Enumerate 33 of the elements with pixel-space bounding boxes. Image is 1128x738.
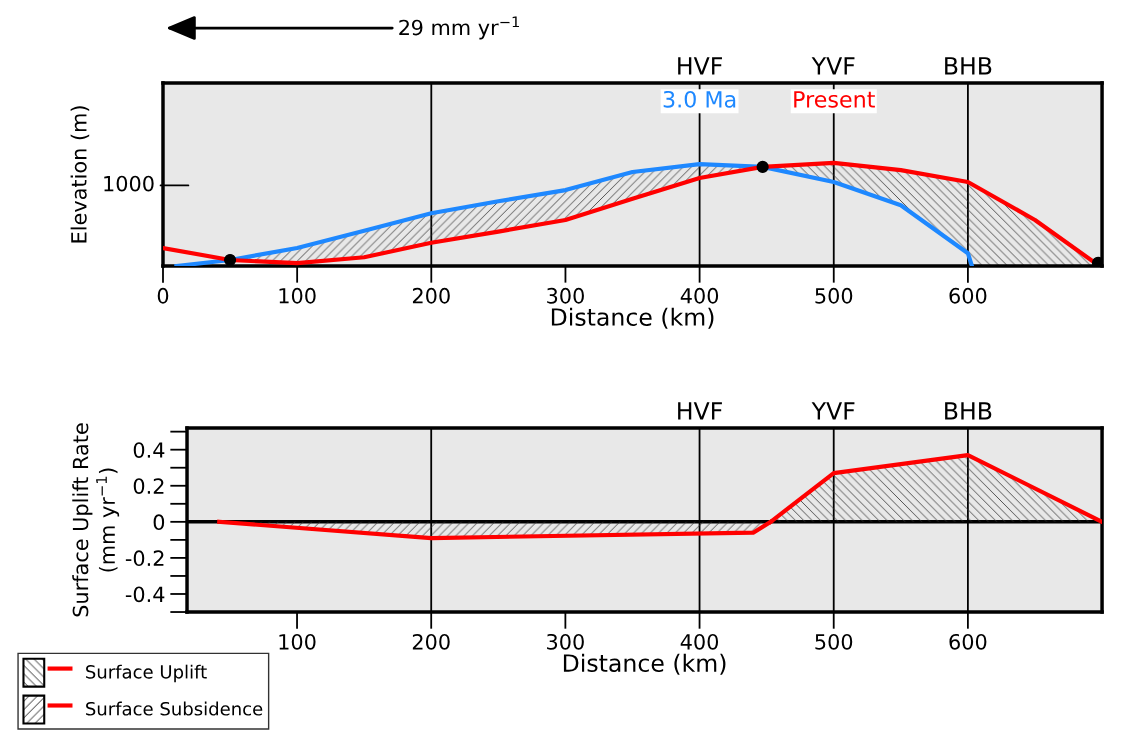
y-tick-label: 0.4 — [133, 442, 165, 458]
ref-line-label: YVF — [811, 57, 855, 75]
ref-line-label: BHB — [945, 402, 992, 420]
ref-line-label: BHB — [945, 57, 992, 75]
x-tick-label: 500 — [815, 633, 853, 650]
legend-label: Surface Subsidence — [86, 701, 263, 716]
text: Present — [794, 91, 875, 108]
y-tick-label: -0.2 — [125, 550, 164, 567]
x-tick-label: 300 — [547, 633, 584, 650]
text: 1000 — [104, 175, 154, 192]
ref-line-label: HVF — [678, 57, 722, 75]
ref-line-label: YVF — [811, 402, 855, 420]
x-tick-label: 100 — [279, 287, 316, 304]
x-tick-label: 400 — [680, 287, 719, 304]
x-axis-title: Distance (km) — [563, 653, 726, 675]
x-axis-title: Distance (km) — [551, 307, 714, 329]
y-tick-label: -0.4 — [125, 586, 165, 603]
legend-label: Surface Uplift — [86, 664, 207, 683]
text: 3.0 Ma — [663, 90, 736, 108]
x-tick-label: 200 — [412, 633, 450, 650]
x-tick-label: 600 — [949, 287, 987, 304]
text: 29 mm yr$^{−1}$ — [399, 16, 519, 40]
x-tick-label: 300 — [547, 287, 584, 304]
x-tick-label: 400 — [680, 633, 719, 650]
x-tick-label: 600 — [949, 633, 987, 650]
x-tick-label: 200 — [412, 287, 450, 304]
ref-line-label: HVF — [678, 402, 722, 420]
y-axis-title: Elevation (m) — [70, 106, 90, 243]
x-tick-label: 500 — [815, 287, 853, 304]
y-axis-title: Surface Uplift Rate (mm yr$^{−1}$) — [72, 423, 120, 617]
y-tick-label: 0.2 — [133, 478, 164, 494]
x-tick-label: 100 — [279, 633, 316, 650]
y-tick-label: 0 — [153, 514, 165, 531]
